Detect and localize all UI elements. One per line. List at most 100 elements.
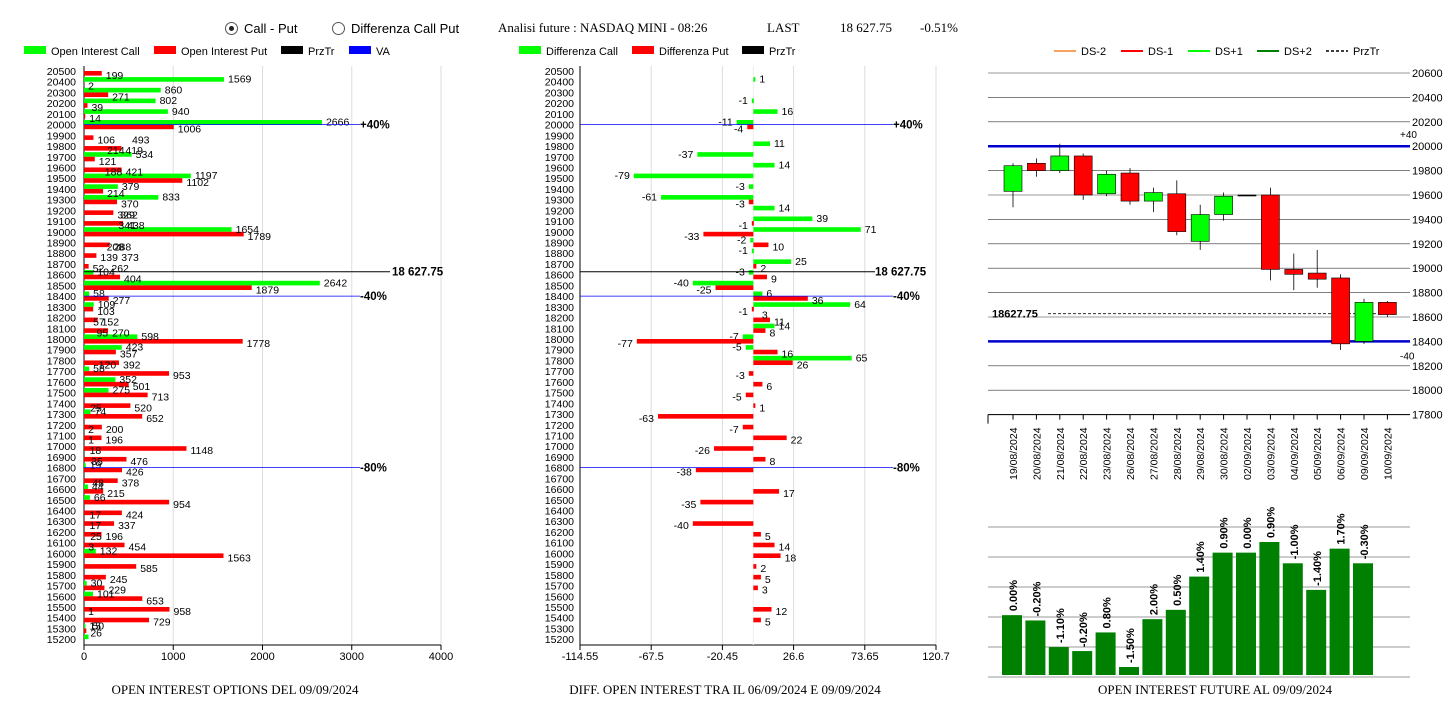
left-call-bar bbox=[84, 377, 116, 382]
right-y-tick-label: 18400 bbox=[1412, 336, 1443, 348]
change-value: -0.51% bbox=[920, 20, 958, 35]
left-data-label: 373 bbox=[121, 252, 139, 264]
mid-put-bar bbox=[714, 446, 754, 451]
radio-diff-call-put[interactable]: Differenza Call Put bbox=[332, 21, 459, 36]
oi-change-bar bbox=[1212, 552, 1233, 675]
left-x-tick-label: 2000 bbox=[250, 651, 274, 663]
right-x-tick-label: 27/08/2024 bbox=[1148, 427, 1160, 480]
left-put-bar bbox=[84, 564, 137, 569]
left-data-label: 214 bbox=[107, 188, 125, 200]
left-data-label: 729 bbox=[153, 617, 171, 629]
radio-diff-indicator[interactable] bbox=[332, 22, 345, 35]
left-data-label: 954 bbox=[173, 499, 191, 511]
left-data-label: 2642 bbox=[324, 277, 348, 289]
left-y-tick-label: 16700 bbox=[47, 473, 76, 485]
left-put-bar bbox=[84, 71, 102, 76]
left-call-bar bbox=[84, 484, 88, 490]
mid-data-label: -37 bbox=[678, 149, 693, 161]
left-data-label: 152 bbox=[102, 317, 120, 329]
mid-data-label: -35 bbox=[681, 499, 696, 511]
left-x-tick-label: 3000 bbox=[340, 651, 364, 663]
left-call-bar bbox=[84, 591, 94, 597]
left-put-bar bbox=[84, 92, 109, 98]
mid-data-label: 8 bbox=[769, 327, 775, 339]
oi-change-label: 0.90% bbox=[1265, 507, 1277, 538]
mid-put-bar bbox=[753, 456, 766, 462]
left-y-tick-label: 15500 bbox=[47, 602, 76, 614]
left-data-label: 2 bbox=[88, 424, 94, 436]
mid-ref-label: +40% bbox=[893, 120, 923, 132]
left-data-label: 454 bbox=[129, 542, 147, 554]
right-x-tick-label: 23/08/2024 bbox=[1102, 427, 1114, 480]
left-data-label: 288 bbox=[114, 242, 132, 254]
mid-data-label: 5 bbox=[765, 531, 771, 543]
right-ref-label: 18627.75 bbox=[992, 309, 1038, 321]
left-y-tick-label: 16300 bbox=[47, 516, 76, 528]
left-call-bar bbox=[84, 195, 159, 200]
left-y-tick-label: 19000 bbox=[47, 227, 76, 239]
left-y-tick-label: 15400 bbox=[47, 613, 76, 625]
left-y-tick-label: 18500 bbox=[47, 280, 76, 292]
left-data-label: 3 bbox=[88, 542, 94, 554]
left-y-tick-label: 16400 bbox=[47, 506, 76, 518]
mid-data-label: 25 bbox=[795, 256, 807, 268]
mid-call-bar bbox=[753, 259, 792, 264]
oi-change-label: -1.10% bbox=[1055, 608, 1067, 643]
mid-y-tick-label: 16000 bbox=[545, 548, 574, 560]
mid-y-tick-label: 17700 bbox=[545, 366, 574, 378]
left-legend-swatch bbox=[349, 46, 371, 54]
charts-canvas: Open Interest Call Open Interest Put PrzTr… bbox=[24, 46, 1443, 678]
left-data-label: 476 bbox=[130, 456, 148, 468]
mid-data-label: 9 bbox=[771, 274, 777, 286]
mid-y-tick-label: 17600 bbox=[545, 377, 574, 389]
left-data-label: 860 bbox=[165, 84, 183, 96]
mid-ref-label: -80% bbox=[893, 463, 920, 475]
mid-put-bar bbox=[700, 499, 754, 505]
mid-data-label: -5 bbox=[732, 392, 741, 404]
left-put-bar bbox=[84, 167, 122, 173]
oi-change-label: 1.70% bbox=[1336, 513, 1348, 544]
left-data-label: 25 bbox=[90, 531, 102, 543]
left-data-label: 341 bbox=[118, 220, 136, 232]
top-bar: Call - Put Differenza Call Put Analisi f… bbox=[0, 0, 1448, 40]
mid-y-tick-label: 17300 bbox=[545, 409, 574, 421]
mid-x-tick-label: 26.6 bbox=[783, 651, 804, 663]
right-y-tick-label: 20200 bbox=[1412, 117, 1443, 129]
left-ref-label: -40% bbox=[360, 291, 387, 303]
left-data-label: 1569 bbox=[228, 74, 252, 86]
left-put-bar bbox=[84, 103, 88, 108]
mid-data-label: 8 bbox=[769, 456, 775, 468]
left-put-bar bbox=[84, 135, 94, 140]
candle-body bbox=[1331, 277, 1350, 345]
mid-data-label: -7 bbox=[729, 331, 738, 343]
left-y-tick-label: 15800 bbox=[47, 570, 76, 582]
left-y-tick-label: 16100 bbox=[47, 538, 76, 550]
mid-call-bar bbox=[753, 141, 770, 147]
mid-data-label: -79 bbox=[615, 170, 630, 182]
left-call-bar bbox=[84, 77, 225, 82]
mid-y-tick-label: 19500 bbox=[545, 173, 574, 185]
left-data-label: 188 bbox=[105, 166, 123, 178]
left-call-bar bbox=[84, 334, 138, 339]
left-y-tick-label: 16200 bbox=[47, 527, 76, 539]
left-y-tick-label: 17400 bbox=[47, 398, 76, 410]
mid-put-bar bbox=[753, 263, 757, 269]
mid-x-tick-label: 73.65 bbox=[851, 651, 879, 663]
mid-y-tick-label: 19700 bbox=[545, 152, 574, 164]
radio-call-put[interactable]: Call - Put bbox=[225, 21, 297, 36]
left-data-label: 48 bbox=[92, 477, 104, 489]
left-y-tick-label: 17300 bbox=[47, 409, 76, 421]
right-y-tick-label: 18000 bbox=[1412, 385, 1443, 397]
mid-data-label: 2 bbox=[760, 263, 766, 275]
left-put-bar bbox=[84, 317, 98, 323]
radio-call-put-indicator[interactable] bbox=[225, 22, 238, 35]
left-put-bar bbox=[84, 424, 102, 430]
left-put-bar bbox=[84, 210, 114, 215]
left-data-label: 199 bbox=[106, 70, 124, 82]
left-y-tick-label: 15300 bbox=[47, 623, 76, 635]
left-put-bar bbox=[84, 414, 143, 419]
left-y-tick-label: 18900 bbox=[47, 238, 76, 250]
left-data-label: 196 bbox=[105, 434, 123, 446]
left-y-tick-label: 18800 bbox=[47, 248, 76, 260]
mid-y-tick-label: 18700 bbox=[545, 259, 574, 271]
